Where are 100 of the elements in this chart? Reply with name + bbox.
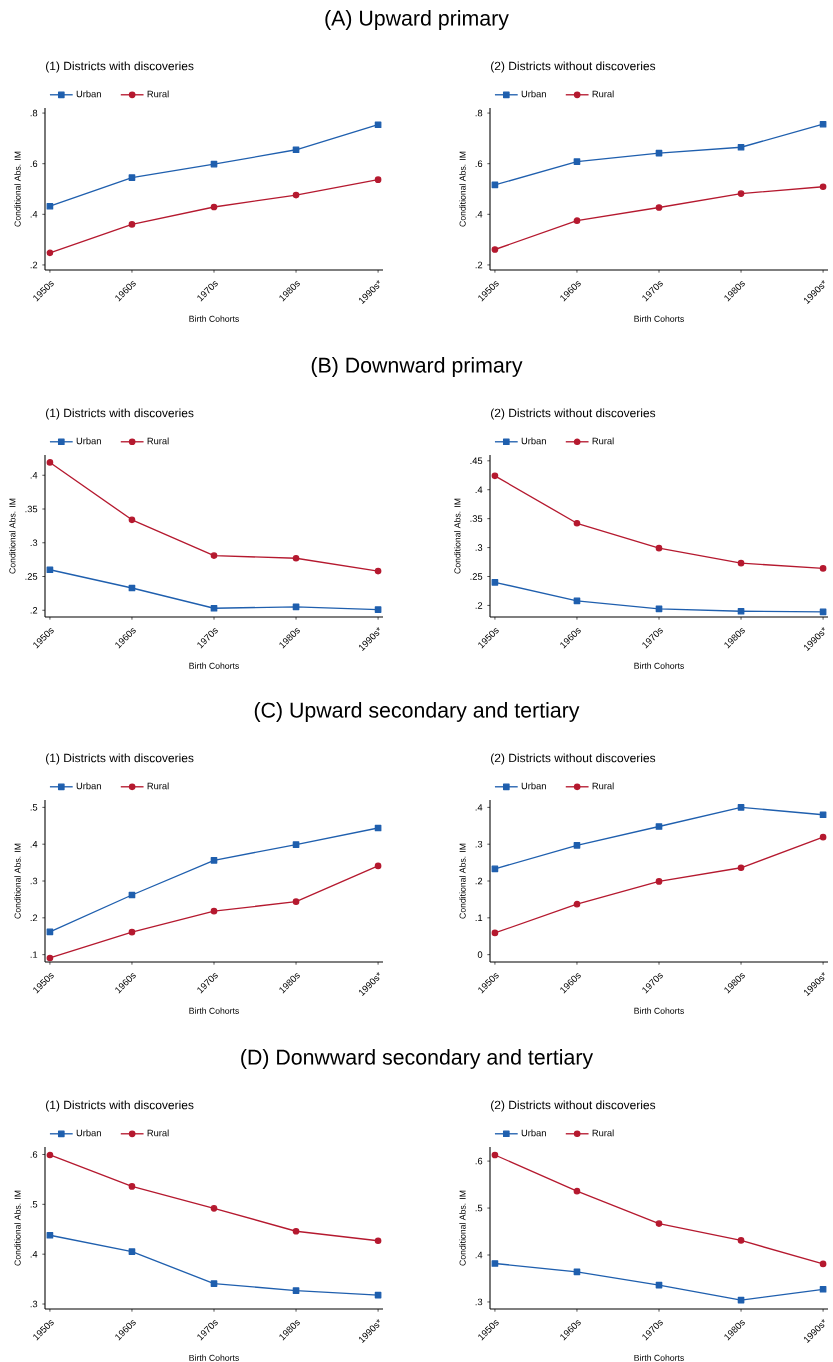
point xyxy=(128,928,136,936)
y-tick-label: .3 xyxy=(30,1300,38,1308)
legend-label: Rural xyxy=(147,90,169,98)
point xyxy=(491,1151,499,1159)
y-tick-label: .25 xyxy=(470,573,483,580)
point xyxy=(737,1237,745,1244)
point xyxy=(210,857,218,864)
y-tick-label: .35 xyxy=(470,515,483,522)
point xyxy=(737,864,745,872)
legend-label: Rural xyxy=(592,90,614,98)
point xyxy=(573,217,581,224)
point xyxy=(128,221,136,228)
point xyxy=(46,928,54,936)
y-axis-title: Conditional Abs. IM xyxy=(14,151,21,227)
x-axis-title: Birth Cohorts xyxy=(634,1354,684,1361)
legend-label: Urban xyxy=(76,1129,101,1137)
chart-subtitle: (1) Districts with discoveries xyxy=(46,753,194,765)
x-axis-title: Birth Cohorts xyxy=(189,662,239,669)
y-tick-label: .25 xyxy=(25,573,38,580)
y-tick-label: .2 xyxy=(30,607,38,614)
y-axis-title: Conditional Abs. IM xyxy=(459,151,466,227)
legend-label: Rural xyxy=(592,1129,614,1137)
point xyxy=(737,143,745,151)
x-axis-title: Birth Cohorts xyxy=(634,662,684,669)
chart-subtitle: (1) Districts with discoveries xyxy=(46,408,194,420)
y-tick-label: .2 xyxy=(30,914,38,922)
y-axis-title: Conditional Abs. IM xyxy=(459,1190,466,1266)
point xyxy=(292,191,300,199)
point xyxy=(491,929,499,937)
y-tick-label: .45 xyxy=(470,457,483,465)
point xyxy=(46,249,54,257)
point xyxy=(573,519,581,527)
point xyxy=(737,559,745,567)
point xyxy=(819,811,827,819)
point xyxy=(374,606,382,613)
y-tick-label: .4 xyxy=(30,211,38,218)
chart-subtitle: (2) Districts without discoveries xyxy=(491,753,656,765)
y-axis-title: Conditional Abs. IM xyxy=(454,498,461,574)
point xyxy=(46,954,54,962)
y-axis-title: Conditional Abs. IM xyxy=(14,843,21,919)
y-axis-title: Conditional Abs. IM xyxy=(9,498,16,574)
point xyxy=(737,190,745,197)
x-axis-title: Birth Cohorts xyxy=(189,315,239,322)
point xyxy=(819,120,827,128)
legend-label: Urban xyxy=(76,782,101,790)
y-tick-label: .3 xyxy=(475,840,483,848)
chart-title: (C) Upward secondary and tertiary xyxy=(254,702,580,722)
point xyxy=(46,202,54,210)
point xyxy=(374,176,382,183)
y-axis-title: Conditional Abs. IM xyxy=(459,843,466,919)
y-tick-label: .6 xyxy=(475,160,483,167)
y-tick-label: .2 xyxy=(475,877,483,885)
point xyxy=(128,174,136,181)
legend-label: Rural xyxy=(147,437,169,445)
y-tick-label: .8 xyxy=(30,109,38,117)
point xyxy=(819,1285,827,1293)
y-axis-title: Conditional Abs. IM xyxy=(14,1190,21,1266)
point xyxy=(128,1183,136,1190)
point xyxy=(210,552,218,559)
point xyxy=(292,554,300,562)
y-tick-label: .4 xyxy=(30,1250,38,1258)
point xyxy=(655,878,663,885)
point xyxy=(292,841,300,848)
y-tick-label: 0 xyxy=(477,951,483,958)
point xyxy=(491,246,499,253)
legend-label: Urban xyxy=(76,90,101,98)
point xyxy=(292,146,300,154)
point xyxy=(573,900,581,908)
point xyxy=(655,1220,663,1227)
y-tick-label: .4 xyxy=(475,486,483,493)
y-tick-label: .2 xyxy=(475,602,483,609)
point xyxy=(819,1260,827,1268)
legend-label: Urban xyxy=(76,437,101,445)
x-axis-title: Birth Cohorts xyxy=(634,1007,684,1014)
y-tick-label: .3 xyxy=(475,544,483,551)
y-tick-label: .1 xyxy=(475,914,483,922)
point xyxy=(46,459,54,466)
legend-label: Urban xyxy=(521,1129,546,1137)
chart-subtitle: (2) Districts without discoveries xyxy=(491,1100,656,1112)
y-tick-label: .1 xyxy=(30,951,38,958)
legend-label: Rural xyxy=(147,782,169,790)
point xyxy=(819,565,827,572)
point xyxy=(819,608,827,616)
legend-label: Urban xyxy=(521,782,546,790)
y-tick-label: .5 xyxy=(30,1201,38,1208)
point xyxy=(819,183,827,191)
point xyxy=(292,898,300,905)
legend-label: Rural xyxy=(592,782,614,790)
y-tick-label: .3 xyxy=(475,1298,483,1306)
legend-label: Rural xyxy=(592,437,614,445)
point xyxy=(46,1231,54,1239)
chart-subtitle: (1) Districts with discoveries xyxy=(46,61,194,73)
point xyxy=(128,1248,136,1256)
point xyxy=(210,1204,218,1212)
x-axis-title: Birth Cohorts xyxy=(189,1354,239,1361)
point xyxy=(573,1187,581,1195)
y-tick-label: .5 xyxy=(30,804,38,811)
point xyxy=(46,566,54,574)
point xyxy=(819,833,827,841)
y-tick-label: .4 xyxy=(475,804,483,811)
